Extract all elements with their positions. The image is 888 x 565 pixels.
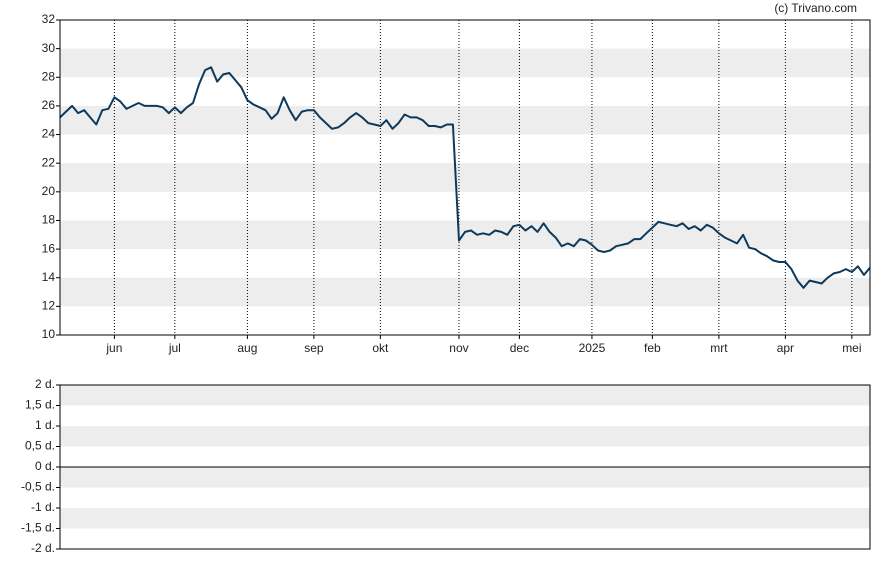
y-tick-label: 28 (42, 69, 56, 83)
y-tick-label: 10 (42, 327, 56, 341)
x-tick-label: okt (372, 341, 389, 355)
y-tick-label: -1 d. (31, 500, 55, 514)
y-tick-label: 30 (42, 41, 56, 55)
price-line (59, 66, 871, 289)
grid-band (60, 105, 870, 135)
x-tick-label: mrt (710, 341, 728, 355)
x-tick-label: jun (105, 341, 122, 355)
y-tick-label: 26 (42, 98, 56, 112)
y-tick-label: 12 (42, 299, 56, 313)
x-tick-label: aug (237, 341, 257, 355)
grid-band (60, 385, 870, 406)
y-tick-label: 22 (42, 155, 56, 169)
x-tick-label: mei (842, 341, 861, 355)
y-tick-label: -2 d. (31, 541, 55, 555)
y-tick-label: 1,5 d. (25, 398, 55, 412)
y-tick-label: 20 (42, 184, 56, 198)
y-tick-label: 24 (42, 127, 56, 141)
y-tick-label: 14 (42, 270, 56, 284)
y-tick-label: 2 d. (35, 377, 55, 391)
y-tick-label: 1 d. (35, 418, 55, 432)
x-tick-label: 2025 (579, 341, 606, 355)
x-tick-label: jul (168, 341, 181, 355)
x-tick-label: dec (510, 341, 529, 355)
y-tick-label: 0 d. (35, 459, 55, 473)
y-tick-label: 32 (42, 12, 56, 26)
y-tick-label: 0,5 d. (25, 439, 55, 453)
grid-band (60, 467, 870, 488)
grid-band (60, 277, 870, 307)
grid-band (60, 220, 870, 250)
y-tick-label: -0,5 d. (21, 480, 55, 494)
credit: (c) Trivano.com (774, 1, 857, 15)
y-tick-label: 16 (42, 241, 56, 255)
grid-band (60, 508, 870, 529)
plot-frame (59, 19, 871, 336)
x-tick-label: nov (449, 341, 468, 355)
y-tick-label: -1,5 d. (21, 521, 55, 535)
grid-band (60, 426, 870, 447)
plot-frame (59, 384, 871, 550)
x-tick-label: feb (644, 341, 661, 355)
x-tick-label: sep (304, 341, 324, 355)
x-tick-label: apr (777, 341, 794, 355)
grid-band (60, 48, 870, 78)
grid-band (60, 163, 870, 192)
y-tick-label: 18 (42, 213, 56, 227)
